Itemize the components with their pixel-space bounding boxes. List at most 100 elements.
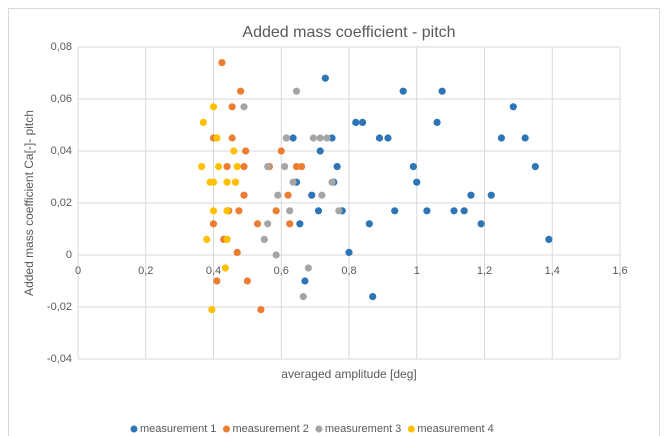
x-tick-label: 0: [75, 265, 81, 277]
point: [413, 178, 421, 186]
point: [297, 163, 306, 171]
point: [240, 163, 248, 171]
legend-label: measurement 3: [325, 423, 401, 435]
y-tick-label: -0,04: [47, 353, 72, 365]
point: [365, 220, 373, 228]
point: [352, 118, 360, 126]
point: [277, 147, 285, 155]
y-tick-label: 0: [66, 249, 72, 261]
point: [223, 178, 231, 186]
point: [321, 74, 329, 82]
point: [304, 264, 312, 272]
point: [286, 220, 294, 228]
point: [318, 191, 326, 199]
point: [438, 87, 446, 95]
x-tick-label: 1,6: [612, 265, 627, 277]
legend-marker: [315, 425, 323, 433]
point: [284, 191, 292, 199]
point: [289, 178, 297, 186]
x-axis-label: averaged amplitude [deg]: [281, 367, 416, 381]
point: [233, 248, 241, 256]
point: [292, 87, 301, 95]
x-tick-label: 0,4: [206, 265, 221, 277]
point: [243, 277, 251, 285]
point: [521, 134, 529, 142]
point: [209, 103, 218, 111]
point: [240, 103, 248, 111]
point: [289, 134, 297, 142]
legend-label: measurement 1: [140, 423, 216, 435]
point: [309, 134, 318, 142]
point: [208, 306, 216, 314]
y-tick-label: 0,04: [51, 145, 72, 157]
legend-marker: [407, 425, 415, 433]
x-tick-label: 1: [414, 265, 420, 277]
point: [221, 264, 229, 272]
point: [328, 134, 336, 142]
point: [384, 134, 392, 142]
y-tick-label: 0,06: [51, 93, 72, 105]
point: [242, 147, 250, 155]
point: [199, 118, 207, 126]
point: [345, 248, 353, 256]
point: [358, 118, 367, 126]
point: [228, 134, 236, 142]
point: [209, 220, 218, 228]
point: [218, 59, 226, 67]
point: [213, 134, 221, 142]
legend-marker: [130, 425, 138, 433]
point: [213, 277, 221, 285]
point: [292, 163, 301, 171]
point: [228, 103, 236, 111]
point: [272, 251, 280, 259]
point: [274, 191, 282, 199]
point: [223, 235, 231, 243]
point: [450, 207, 458, 215]
x-tick-label: 0,8: [341, 265, 356, 277]
y-tick-label: 0,02: [51, 197, 72, 209]
point: [253, 220, 262, 228]
point: [314, 207, 323, 215]
point: [299, 293, 307, 301]
point: [237, 87, 245, 95]
point: [335, 207, 343, 215]
y-tick-label: 0,08: [51, 41, 72, 53]
x-tick-label: 0,2: [138, 265, 153, 277]
point: [301, 277, 309, 285]
x-tick-label: 1,4: [545, 265, 560, 277]
legend-label: measurement 4: [417, 423, 493, 435]
point: [423, 207, 431, 215]
point: [240, 191, 248, 199]
y-axis-label: Added mass coefficient Ca[-]- pitch: [22, 110, 36, 296]
point: [286, 207, 294, 215]
point: [409, 163, 417, 171]
point: [316, 147, 324, 155]
point: [230, 147, 238, 155]
point: [198, 163, 206, 171]
point: [467, 191, 475, 199]
y-tick-label: -0,02: [47, 301, 72, 313]
point: [214, 163, 223, 171]
point: [333, 163, 341, 171]
point: [433, 118, 441, 126]
point: [316, 134, 324, 142]
point: [223, 163, 231, 171]
point: [531, 163, 539, 171]
point: [497, 134, 506, 142]
chart-title: Added mass coefficient - pitch: [242, 24, 455, 41]
point: [264, 220, 272, 228]
point: [477, 220, 485, 228]
chart-frame: [8, 8, 660, 436]
point: [308, 191, 316, 199]
point: [296, 220, 304, 228]
legend-marker: [222, 425, 230, 433]
point: [399, 87, 407, 95]
point: [487, 191, 495, 199]
point: [209, 178, 218, 186]
point: [323, 134, 331, 142]
point: [328, 178, 336, 186]
point: [203, 235, 211, 243]
point: [257, 306, 265, 314]
point: [260, 235, 268, 243]
legend-label: measurement 2: [232, 423, 308, 435]
